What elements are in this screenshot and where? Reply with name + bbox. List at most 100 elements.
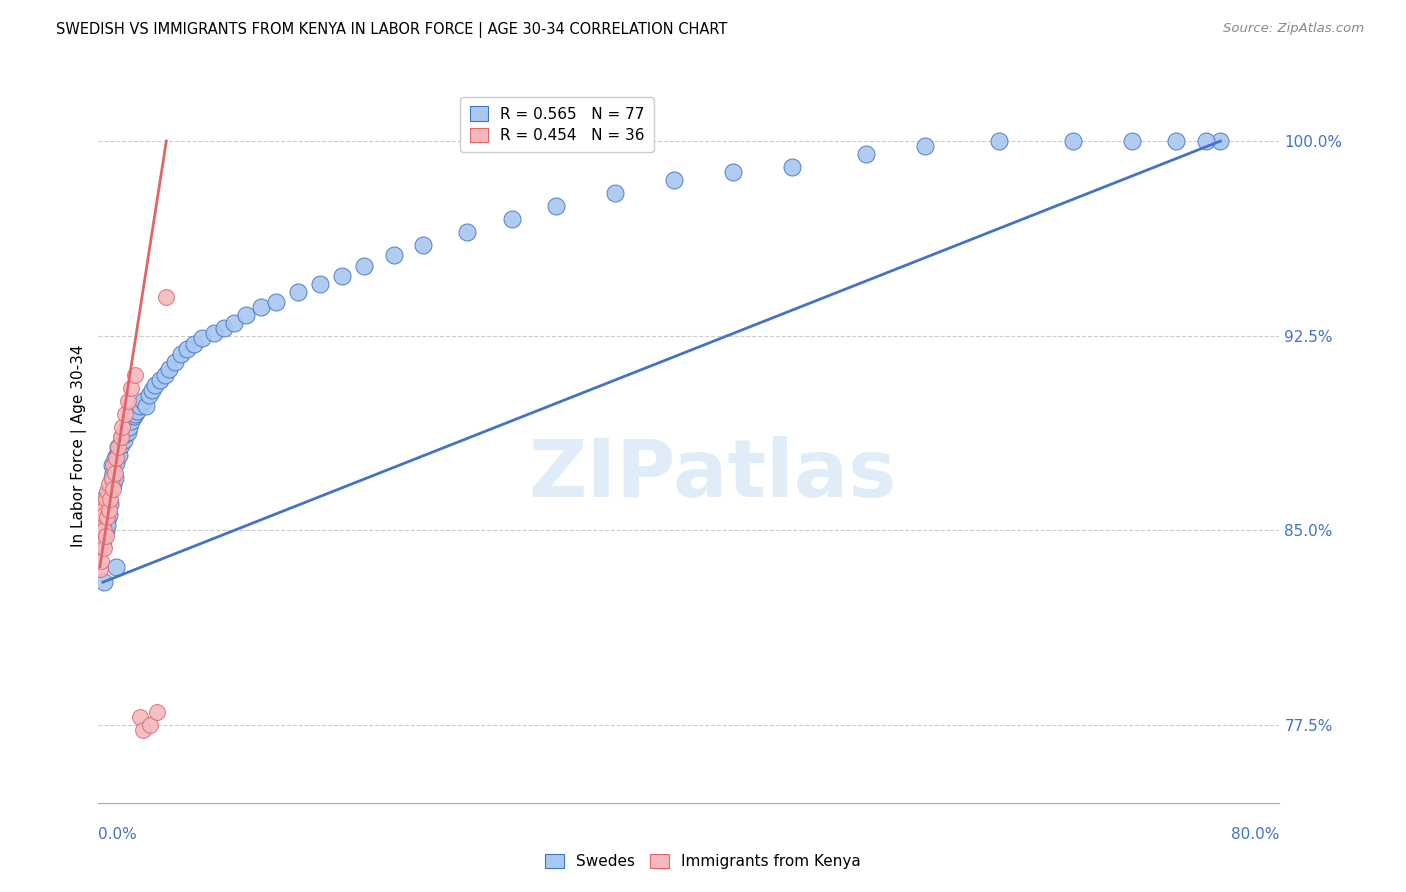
Point (91, 536, 114, 550)
Point (90, 510, 112, 524)
Point (104, 471, 127, 485)
Point (155, 290, 177, 304)
Point (382, 248, 405, 262)
Point (157, 362, 180, 376)
Point (110, 438, 132, 452)
Point (104, 467, 127, 481)
Point (1164, 134, 1187, 148)
Point (1195, 134, 1218, 148)
Point (353, 259, 375, 273)
Point (141, 383, 163, 397)
Point (202, 326, 225, 340)
Point (98, 497, 121, 511)
Point (235, 308, 257, 322)
Point (105, 450, 128, 465)
Point (103, 482, 125, 496)
Point (664, 173, 686, 187)
Text: 80.0%: 80.0% (1232, 827, 1279, 841)
Point (97, 484, 120, 499)
Point (176, 342, 198, 356)
Point (125, 404, 148, 418)
Y-axis label: In Labor Force | Age 30-34: In Labor Force | Age 30-34 (72, 344, 87, 548)
Point (94, 502, 117, 516)
Point (117, 393, 139, 408)
Point (153, 368, 176, 382)
Point (250, 300, 273, 314)
Point (98, 482, 121, 496)
Point (94, 492, 117, 507)
Text: ZIPatlas: ZIPatlas (529, 435, 897, 514)
Text: Source: ZipAtlas.com: Source: ZipAtlas.com (1223, 22, 1364, 36)
Point (124, 368, 146, 382)
Point (103, 476, 125, 491)
Point (330, 268, 353, 283)
Point (149, 373, 172, 387)
Point (1062, 134, 1084, 148)
Point (118, 419, 141, 434)
Point (103, 458, 125, 473)
Point (855, 147, 877, 161)
Legend: Swedes, Immigrants from Kenya: Swedes, Immigrants from Kenya (540, 847, 866, 875)
Point (165, 354, 187, 368)
Point (93, 524, 115, 538)
Point (124, 407, 146, 421)
Point (93, 508, 115, 522)
Point (105, 456, 128, 470)
Point (97, 508, 120, 522)
Point (100, 471, 122, 485)
Point (191, 331, 214, 345)
Point (110, 430, 132, 444)
Point (97, 492, 120, 507)
Point (115, 422, 138, 436)
Point (138, 388, 160, 402)
Point (782, 160, 804, 174)
Point (94, 524, 117, 538)
Point (501, 211, 523, 226)
Point (122, 409, 145, 424)
Point (93, 492, 115, 507)
Point (103, 467, 125, 481)
Point (987, 134, 1010, 148)
Point (107, 440, 129, 454)
Point (107, 445, 129, 459)
Point (309, 277, 332, 291)
Point (135, 399, 157, 413)
Point (212, 321, 235, 335)
Point (412, 238, 434, 252)
Point (96, 497, 118, 511)
Point (93, 510, 115, 524)
Point (91, 502, 114, 516)
Point (98, 492, 121, 507)
Point (456, 225, 478, 239)
Point (143, 378, 166, 392)
Point (117, 425, 139, 439)
Point (96, 518, 118, 533)
Point (108, 448, 131, 462)
Point (287, 285, 309, 299)
Point (1121, 134, 1143, 148)
Point (114, 407, 136, 421)
Point (112, 433, 135, 447)
Point (91, 528, 114, 542)
Point (89, 528, 111, 542)
Point (264, 295, 287, 310)
Point (183, 336, 205, 351)
Point (105, 559, 128, 574)
Point (100, 471, 122, 485)
Text: SWEDISH VS IMMIGRANTS FROM KENYA IN LABOR FORCE | AGE 30-34 CORRELATION CHART: SWEDISH VS IMMIGRANTS FROM KENYA IN LABO… (56, 22, 728, 38)
Point (723, 165, 745, 179)
Point (139, 718, 162, 732)
Point (100, 458, 122, 473)
Point (111, 430, 134, 444)
Point (93, 541, 115, 556)
Point (91, 518, 114, 533)
Point (96, 513, 118, 527)
Point (224, 316, 246, 330)
Point (120, 381, 142, 395)
Point (120, 414, 142, 428)
Point (914, 139, 936, 153)
Point (546, 199, 568, 213)
Point (90, 541, 112, 556)
Point (89, 562, 111, 576)
Point (111, 419, 134, 434)
